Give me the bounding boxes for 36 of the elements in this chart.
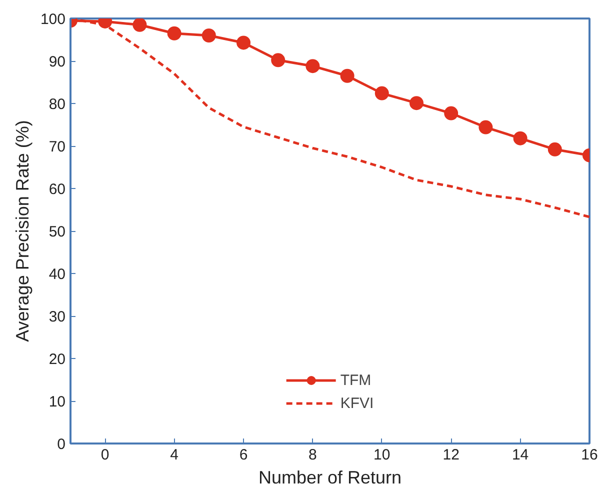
y-tick-label: 60 <box>48 181 66 198</box>
x-axis-title: Number of Return <box>258 468 402 488</box>
point <box>478 120 493 134</box>
point <box>306 59 320 74</box>
y-tick-label: 40 <box>48 266 66 283</box>
x-tick-label: 4 <box>170 446 178 464</box>
x-tick-label: 6 <box>239 446 248 464</box>
x-tick-label: 16 <box>581 446 598 464</box>
x-tick-label: 8 <box>308 446 317 464</box>
y-tick-label: 90 <box>48 54 66 70</box>
y-tick-label: 70 <box>48 138 66 156</box>
y-tick-label: 0 <box>57 436 66 453</box>
x-tick-label: 12 <box>442 446 460 464</box>
x-tick-label: 0 <box>100 446 110 464</box>
point <box>410 96 424 110</box>
y-tick-label: 10 <box>48 394 66 410</box>
point <box>236 36 250 50</box>
y-tick-label: 50 <box>48 224 66 240</box>
point <box>132 18 147 32</box>
legend-label: KFVI <box>340 394 374 412</box>
point <box>167 26 182 40</box>
y-tick-label: 30 <box>48 308 66 326</box>
point <box>271 53 286 68</box>
point <box>374 86 389 100</box>
point <box>444 106 458 120</box>
legend-label: TFM <box>340 372 372 388</box>
point <box>340 68 354 83</box>
y-tick-label: 80 <box>48 96 66 113</box>
x-tick-label: 10 <box>374 446 390 464</box>
point <box>513 131 528 146</box>
y-axis-title: Average Precision Rate (%) <box>12 120 32 342</box>
y-tick-label: 100 <box>40 11 66 28</box>
y-tick-label: 20 <box>48 351 66 368</box>
point <box>548 142 562 156</box>
x-tick-label: 14 <box>512 446 529 464</box>
point <box>202 28 216 42</box>
